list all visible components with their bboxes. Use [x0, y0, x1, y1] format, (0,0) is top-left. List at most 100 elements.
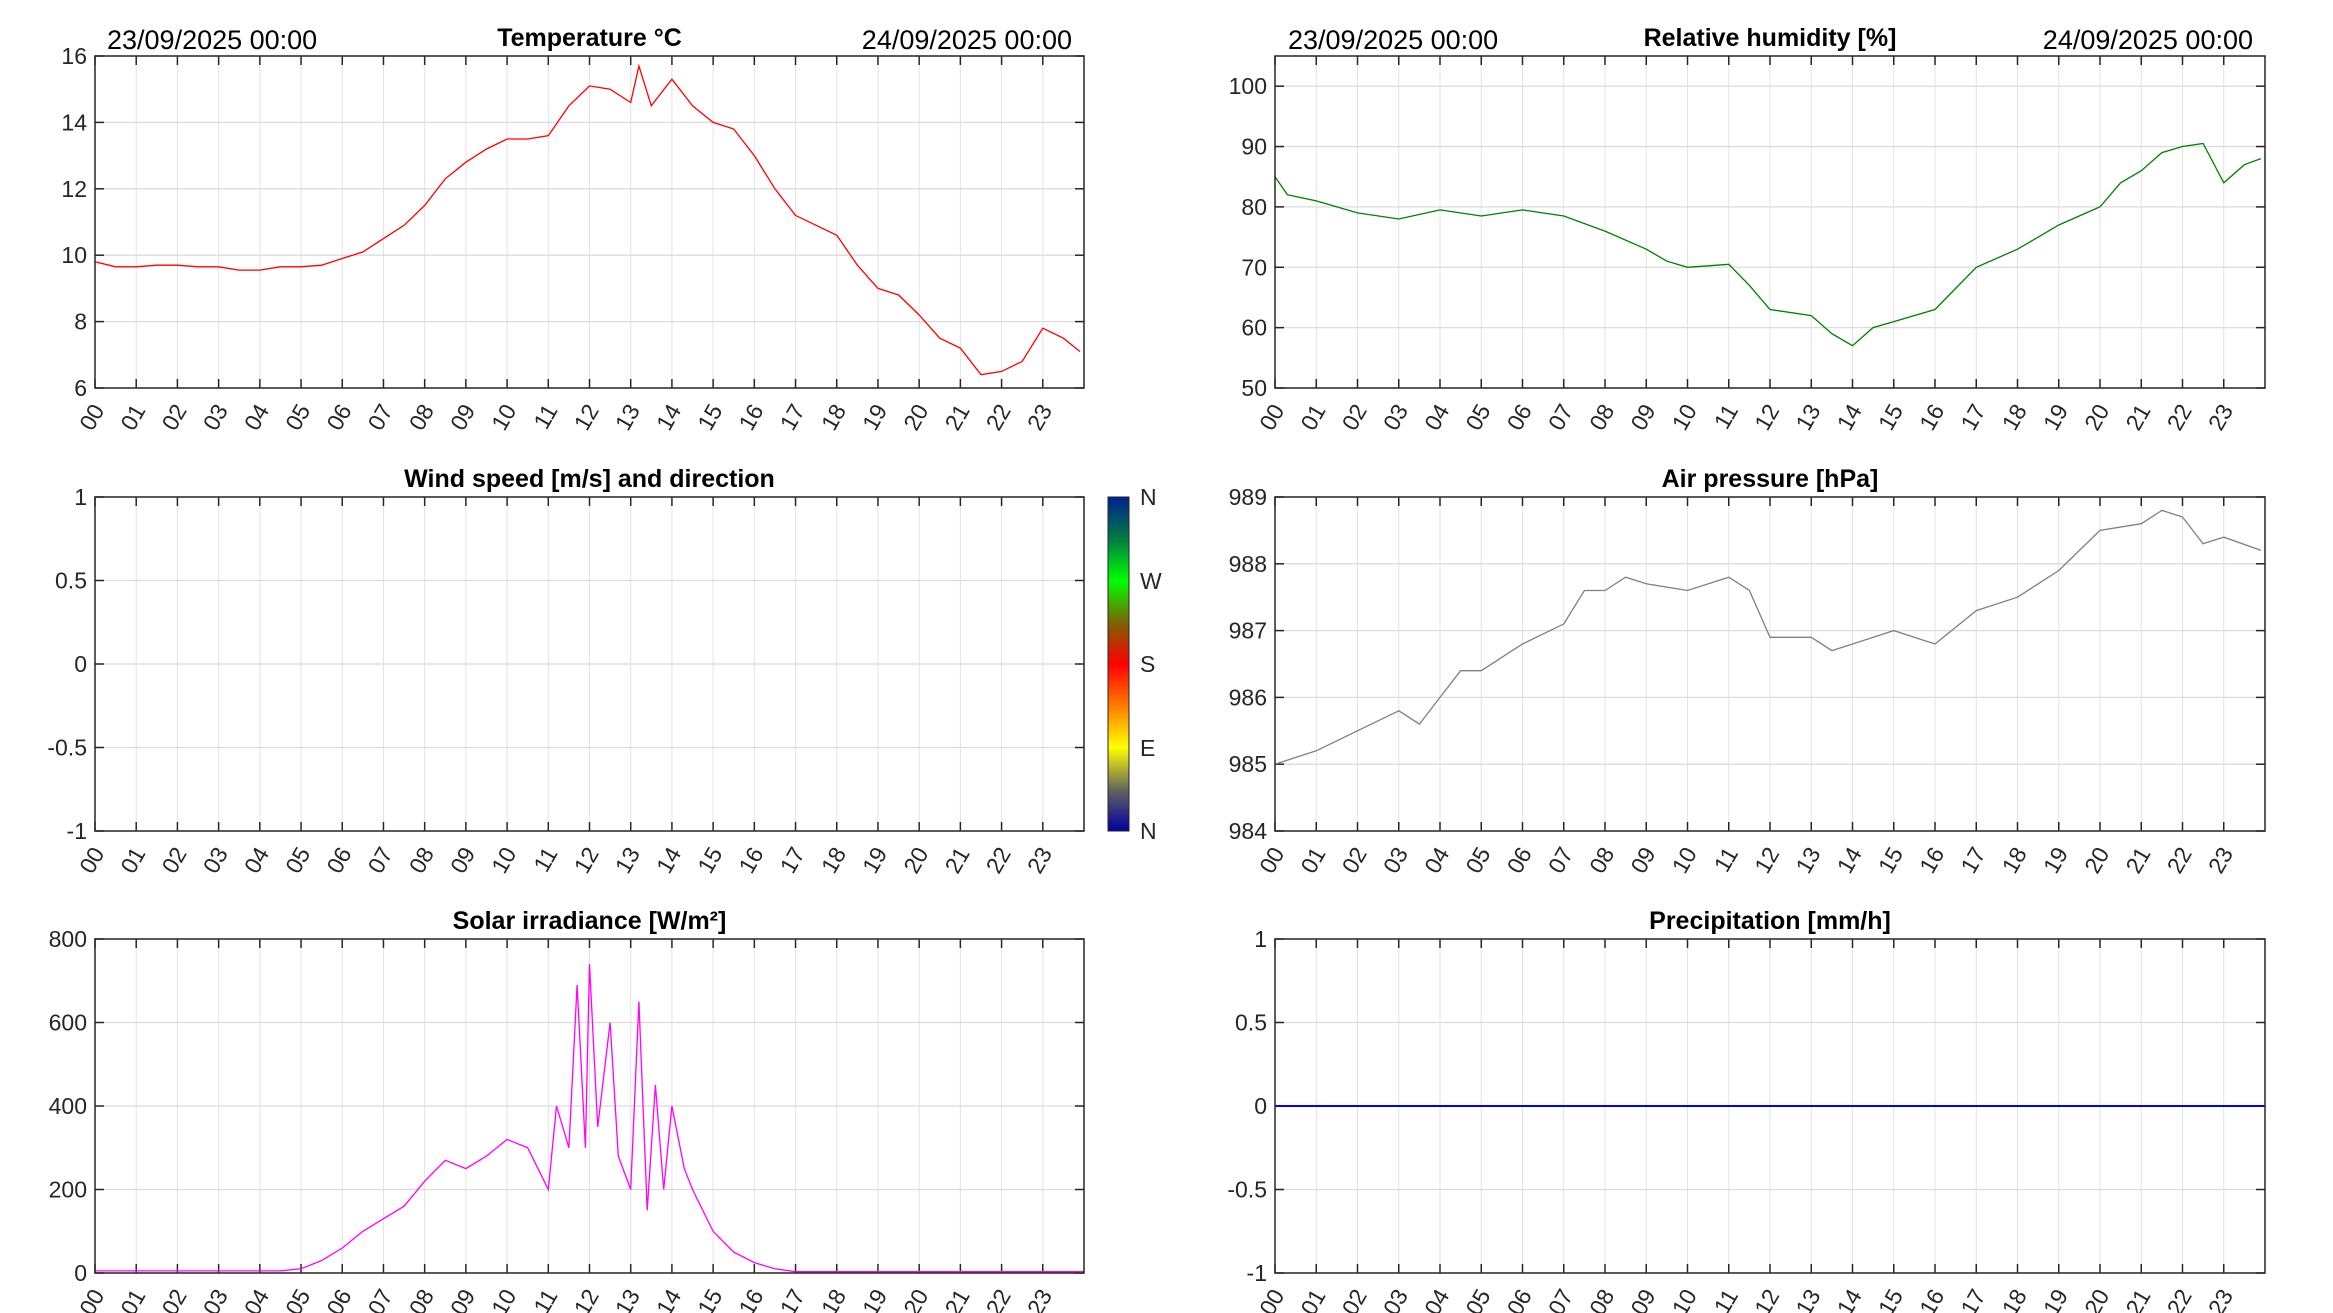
y-tick-label: 0	[74, 1260, 87, 1286]
x-tick-label: 20	[898, 1285, 933, 1313]
x-tick-label: 11	[528, 400, 562, 434]
pressure-series-line	[1274, 509, 2262, 765]
x-tick-label: 21	[939, 1285, 974, 1313]
y-tick-label: 0	[1254, 1093, 1267, 1119]
x-tick-label: 10	[486, 1285, 521, 1313]
x-tick-label: 23	[1022, 843, 1057, 878]
x-tick-label: 12	[569, 400, 604, 435]
x-tick-label: 09	[1625, 1285, 1660, 1313]
humidity-title: Relative humidity [%]	[1644, 24, 1897, 52]
x-tick-label: 15	[692, 843, 727, 878]
y-tick-label: 0.5	[55, 568, 87, 594]
x-tick-label: 13	[610, 400, 645, 435]
x-tick-label: 22	[2162, 843, 2197, 878]
x-tick-label: 15	[692, 1285, 727, 1313]
colorbar-label-w: W	[1140, 568, 1162, 594]
x-tick-label: 20	[898, 843, 933, 878]
x-tick-label: 17	[775, 1285, 810, 1313]
x-tick-label: 10	[486, 400, 521, 435]
x-tick-label: 16	[1914, 400, 1949, 435]
x-tick-label: 08	[404, 400, 439, 435]
x-tick-label: 03	[198, 400, 233, 435]
x-tick-label: 15	[692, 400, 727, 435]
x-tick-label: 01	[1295, 400, 1330, 435]
x-tick-label: 08	[1584, 1285, 1619, 1313]
y-tick-label: 60	[1241, 315, 1267, 341]
x-tick-label: 12	[569, 843, 604, 878]
x-tick-label: 21	[2120, 400, 2155, 435]
x-tick-label: 03	[198, 1285, 233, 1313]
solar-title: Solar irradiance [W/m²]	[453, 907, 727, 935]
y-tick-label: 70	[1241, 254, 1267, 280]
x-tick-label: 09	[1625, 400, 1660, 435]
y-tick-label: -1	[1247, 1260, 1267, 1286]
y-tick-label: 6	[74, 375, 87, 401]
x-tick-label: 08	[1584, 400, 1619, 435]
x-tick-label: 04	[1419, 842, 1454, 877]
end-date-left: 24/09/2025 00:00	[862, 25, 1072, 55]
y-tick-label: 986	[1229, 684, 1267, 710]
x-tick-label: 11	[1709, 400, 1743, 434]
colorbar-label-n-top: N	[1140, 484, 1157, 510]
x-tick-label: 10	[1667, 843, 1702, 878]
x-tick-label: 17	[775, 843, 810, 878]
y-tick-label: 985	[1229, 751, 1267, 777]
x-tick-label: 01	[1295, 843, 1330, 878]
y-tick-label: -0.5	[1227, 1177, 1267, 1203]
temperature-axes-box	[94, 55, 1085, 389]
x-tick-label: 07	[362, 1285, 397, 1313]
x-tick-label: 12	[1749, 400, 1784, 435]
x-tick-label: 06	[1502, 400, 1537, 435]
colorbar-label-s: S	[1140, 651, 1155, 677]
x-tick-label: 02	[1337, 1285, 1372, 1313]
colorbar-label-e: E	[1140, 735, 1155, 761]
pressure-title: Air pressure [hPa]	[1662, 465, 1879, 493]
x-tick-label: 03	[1378, 400, 1413, 435]
x-tick-label: 02	[156, 400, 191, 435]
x-tick-label: 23	[1022, 1285, 1057, 1313]
humidity-series-line	[1274, 142, 2262, 347]
x-tick-label: 06	[321, 400, 356, 435]
x-tick-label: 11	[528, 843, 562, 877]
x-tick-label: 11	[1709, 1285, 1743, 1313]
x-tick-label: 00	[74, 1285, 109, 1313]
x-tick-label: 20	[898, 400, 933, 435]
y-tick-label: 90	[1241, 134, 1267, 160]
x-tick-label: 10	[1667, 400, 1702, 435]
temperature-chart: 00 01 02 03 04 05 06 07 08 09 10 11 12 13 14 15 16 17 18 19…	[61, 24, 1085, 435]
y-tick-label: 1	[1254, 926, 1267, 952]
x-tick-label: 03	[1378, 843, 1413, 878]
x-tick-label: 12	[1749, 843, 1784, 878]
y-tick-label: -0.5	[47, 735, 87, 761]
x-tick-label: 01	[115, 1285, 150, 1313]
y-tick-label: 16	[61, 43, 87, 69]
x-tick-label: 10	[1667, 1285, 1702, 1313]
x-tick-label: 23	[2203, 1285, 2238, 1313]
x-tick-label: 23	[1022, 400, 1057, 435]
x-tick-label: 14	[1832, 842, 1867, 877]
x-tick-label: 05	[1460, 400, 1495, 435]
x-tick-label: 04	[1419, 399, 1454, 434]
x-tick-label: 09	[1625, 843, 1660, 878]
x-tick-label: 15	[1873, 400, 1908, 435]
x-tick-label: 05	[280, 400, 315, 435]
x-tick-label: 16	[733, 400, 768, 435]
x-tick-label: 21	[939, 843, 974, 878]
temperature-title: Temperature °C	[497, 24, 682, 52]
humidity-chart: 00 01 02 03 04 05 06 07 08 09 10 11 12 13 14 15 16 17 18 19…	[1229, 24, 2266, 435]
x-tick-label: 11	[1709, 843, 1743, 877]
x-tick-label: 17	[1955, 843, 1990, 878]
x-tick-label: 16	[1914, 1285, 1949, 1313]
wind-axes-box	[94, 496, 1085, 832]
x-tick-label: 23	[2203, 400, 2238, 435]
precipitation-axes-box	[1274, 938, 2266, 1274]
y-tick-label: 0.5	[1235, 1010, 1267, 1036]
y-tick-label: 50	[1241, 375, 1267, 401]
x-tick-label: 12	[569, 1285, 604, 1313]
x-tick-label: 13	[1790, 400, 1825, 435]
y-tick-label: 988	[1229, 551, 1267, 577]
start-date-right: 23/09/2025 00:00	[1288, 25, 1498, 55]
x-tick-label: 04	[239, 842, 274, 877]
colorbar-gradient	[1107, 496, 1130, 832]
x-tick-label: 15	[1873, 1285, 1908, 1313]
